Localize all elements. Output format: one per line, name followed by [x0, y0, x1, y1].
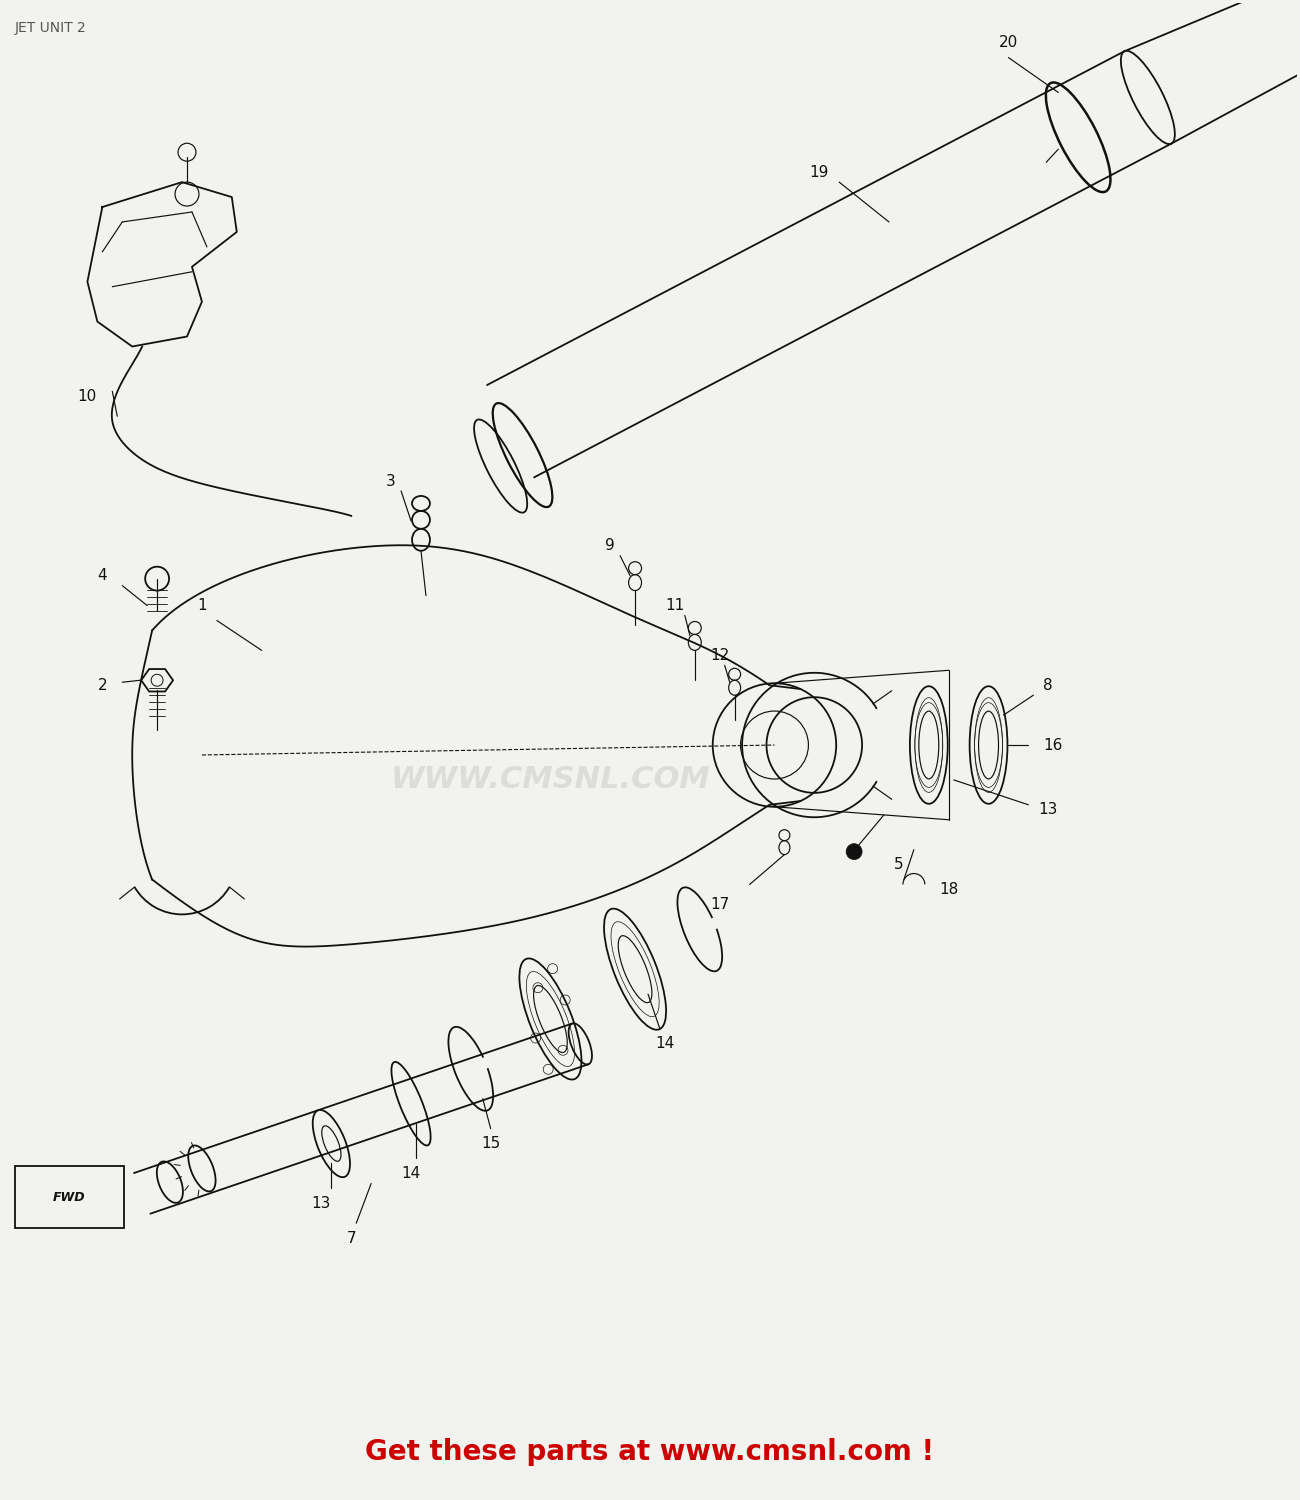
Text: 18: 18 [939, 882, 958, 897]
Text: 14: 14 [402, 1166, 421, 1180]
Text: 11: 11 [666, 598, 685, 613]
Text: JET UNIT 2: JET UNIT 2 [14, 21, 87, 34]
Bar [14, 1167, 125, 1228]
Text: FWD: FWD [53, 1191, 86, 1204]
Text: 7: 7 [347, 1230, 356, 1245]
Text: 13: 13 [1039, 802, 1058, 818]
Circle shape [846, 843, 862, 860]
Text: WWW.CMSNL.COM: WWW.CMSNL.COM [390, 765, 710, 795]
Text: 5: 5 [894, 856, 904, 871]
Text: 9: 9 [606, 538, 615, 554]
Text: 8: 8 [1044, 678, 1053, 693]
Text: 4: 4 [98, 568, 107, 584]
Text: 17: 17 [710, 897, 729, 912]
Text: 16: 16 [1044, 738, 1063, 753]
Text: 10: 10 [78, 388, 98, 404]
Text: 19: 19 [810, 165, 829, 180]
Text: 20: 20 [998, 34, 1018, 50]
Text: 13: 13 [312, 1196, 332, 1210]
Text: 14: 14 [655, 1036, 675, 1052]
Text: Get these parts at www.cmsnl.com !: Get these parts at www.cmsnl.com ! [365, 1438, 935, 1467]
Text: 12: 12 [710, 648, 729, 663]
Text: 15: 15 [481, 1136, 500, 1150]
Text: 3: 3 [386, 474, 396, 489]
Text: 2: 2 [98, 678, 107, 693]
Text: 1: 1 [198, 598, 207, 613]
